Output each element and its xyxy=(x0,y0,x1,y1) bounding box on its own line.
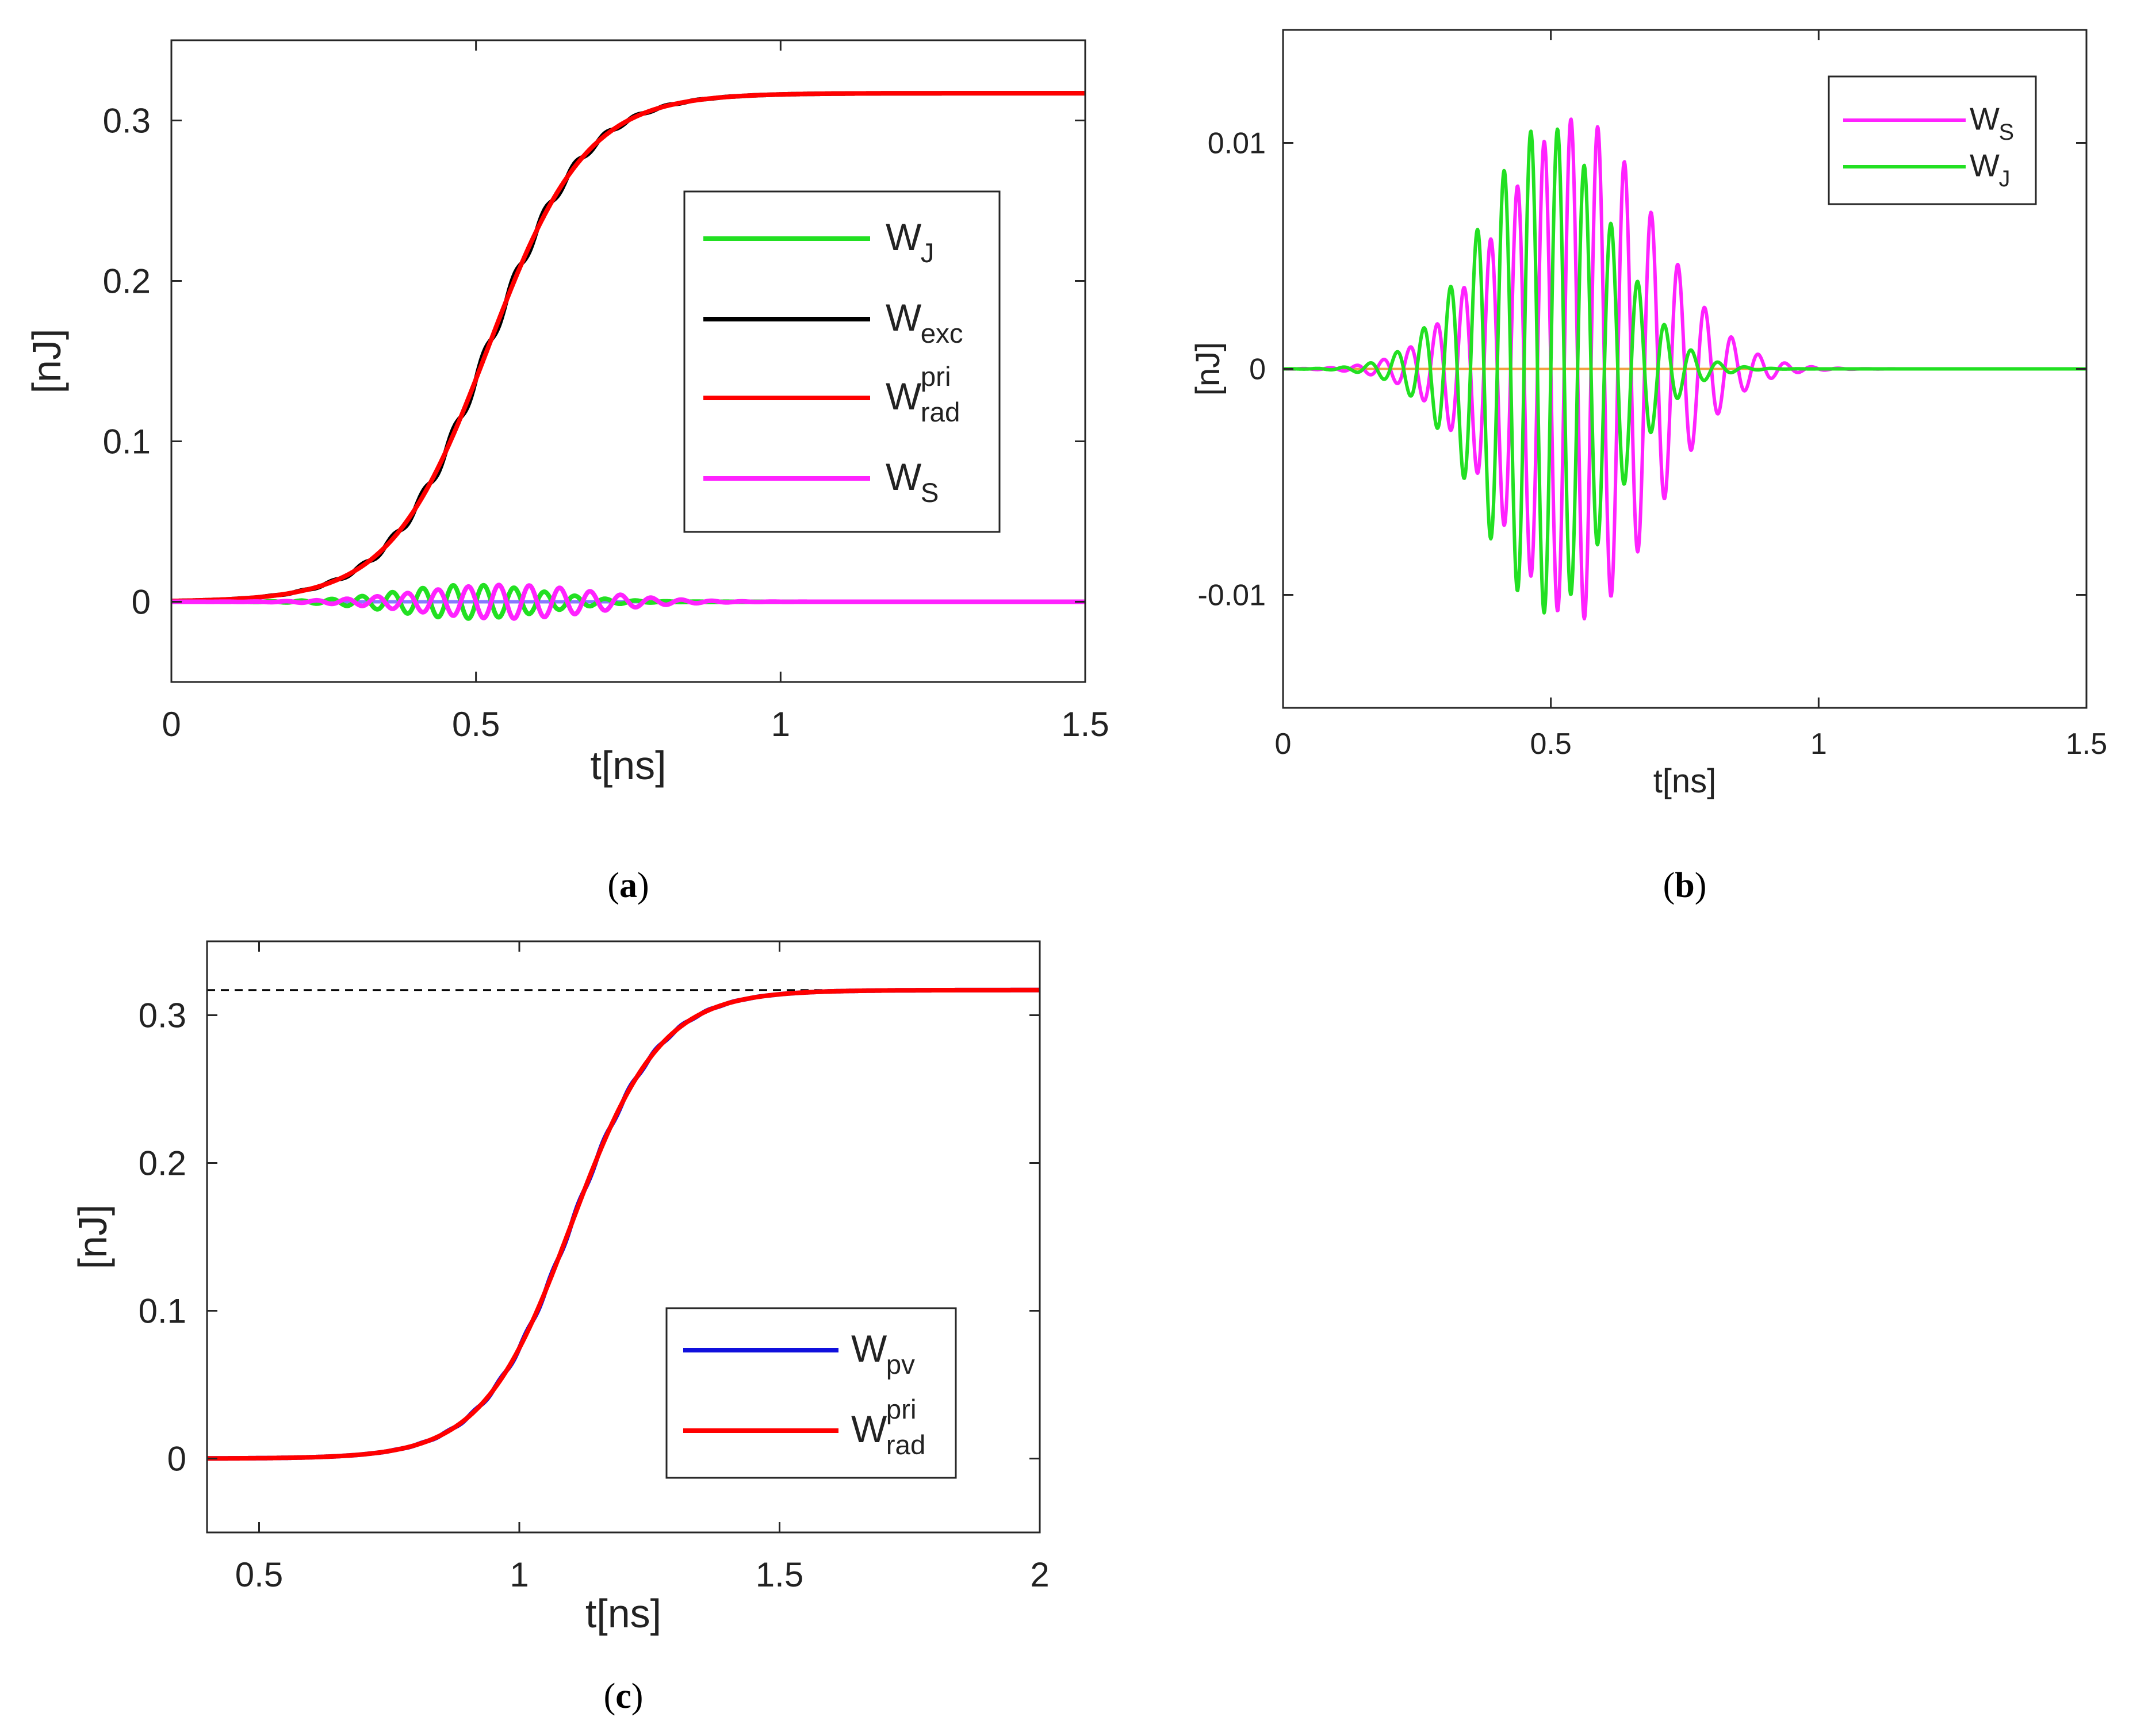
x-axis-label: t[ns] xyxy=(1653,762,1717,800)
series-line-rad-pri xyxy=(207,987,1040,1461)
legend-label-sub: pv xyxy=(886,1350,915,1380)
x-tick-label: 1.5 xyxy=(2066,727,2107,761)
legend-label-base: W xyxy=(1970,148,2000,183)
x-tick-label: 0.5 xyxy=(235,1555,283,1594)
axes-frame xyxy=(206,940,1041,1534)
caption-paren-close: ) xyxy=(631,1677,644,1716)
caption-paren-open: ( xyxy=(604,1677,616,1716)
legend-label-base: W xyxy=(1970,101,2000,137)
x-tick-label: 0.5 xyxy=(452,705,500,744)
legend-box xyxy=(1828,75,2037,205)
panel-caption: (a) xyxy=(607,866,649,905)
series-line-s xyxy=(171,583,1085,621)
legend-label-sub: rad xyxy=(921,397,960,428)
x-tick-label: 1.5 xyxy=(1061,705,1109,744)
y-axis-label: [nJ] xyxy=(70,1205,115,1270)
y-tick-label: 0.01 xyxy=(1208,127,1266,160)
legend-label-base: W xyxy=(886,375,922,417)
legend-label-base: W xyxy=(851,1327,887,1370)
x-tick-label: 1.5 xyxy=(756,1555,803,1594)
caption-letter: a xyxy=(619,866,637,905)
y-tick-label: 0.2 xyxy=(103,262,151,301)
y-axis-label: [nJ] xyxy=(24,329,69,394)
y-axis-label: [nJ] xyxy=(1189,342,1227,396)
legend-label-sub: exc xyxy=(921,319,963,349)
legend-box xyxy=(665,1307,957,1479)
caption-paren-close: ) xyxy=(1695,866,1707,905)
y-tick-label: 0.2 xyxy=(139,1144,186,1183)
axes-frame xyxy=(170,39,1086,683)
x-tick-label: 0.5 xyxy=(1530,727,1572,761)
y-tick-label: 0.3 xyxy=(103,102,151,140)
y-tick-label: 0.1 xyxy=(103,423,151,461)
caption-letter: b xyxy=(1675,866,1694,905)
chart-panel-a: 0 0.5 1 1.500.10.20.3t[ns][nJ]WJWexcWradpri… xyxy=(24,39,1109,905)
legend-label-sup: pri xyxy=(921,362,951,392)
caption-paren-open: ( xyxy=(1663,866,1675,905)
x-tick-label: 1 xyxy=(1810,727,1827,761)
x-tick-label: 1 xyxy=(510,1555,529,1594)
x-tick-label: 1 xyxy=(771,705,790,744)
legend-label-base: W xyxy=(886,216,922,258)
y-tick-label: 0 xyxy=(167,1440,186,1478)
legend-label-base: W xyxy=(886,455,922,498)
legend-box xyxy=(683,190,1001,533)
x-tick-label: 0 xyxy=(162,705,181,744)
panel-caption: (b) xyxy=(1663,866,1707,905)
legend-label-base: W xyxy=(886,296,922,339)
legend-label-sub: J xyxy=(1999,166,2011,191)
y-tick-label: 0.3 xyxy=(139,997,186,1035)
legend-label-sub: S xyxy=(921,478,939,508)
x-axis-label: t[ns] xyxy=(590,743,666,788)
y-tick-label: 0 xyxy=(132,583,151,622)
legend-label-sub: rad xyxy=(886,1430,926,1461)
x-axis-label: t[ns] xyxy=(585,1591,661,1636)
series-line-j xyxy=(1283,127,2086,615)
panel-caption: (c) xyxy=(604,1677,644,1716)
x-tick-label: 2 xyxy=(1030,1555,1049,1594)
x-tick-label: 0 xyxy=(1275,727,1292,761)
caption-paren-close: ) xyxy=(637,866,649,905)
y-tick-label: 0 xyxy=(1249,353,1266,386)
legend-label-sup: pri xyxy=(886,1394,917,1425)
caption-paren-open: ( xyxy=(607,866,619,905)
series-line-rad-pri xyxy=(171,91,1085,604)
legend-label-sub: S xyxy=(1999,120,2014,145)
y-tick-label: 0.1 xyxy=(139,1292,186,1331)
legend-label-base: W xyxy=(851,1408,887,1450)
y-tick-label: -0.01 xyxy=(1197,579,1266,612)
legend-label-sub: J xyxy=(921,238,935,269)
caption-letter: c xyxy=(615,1677,631,1716)
